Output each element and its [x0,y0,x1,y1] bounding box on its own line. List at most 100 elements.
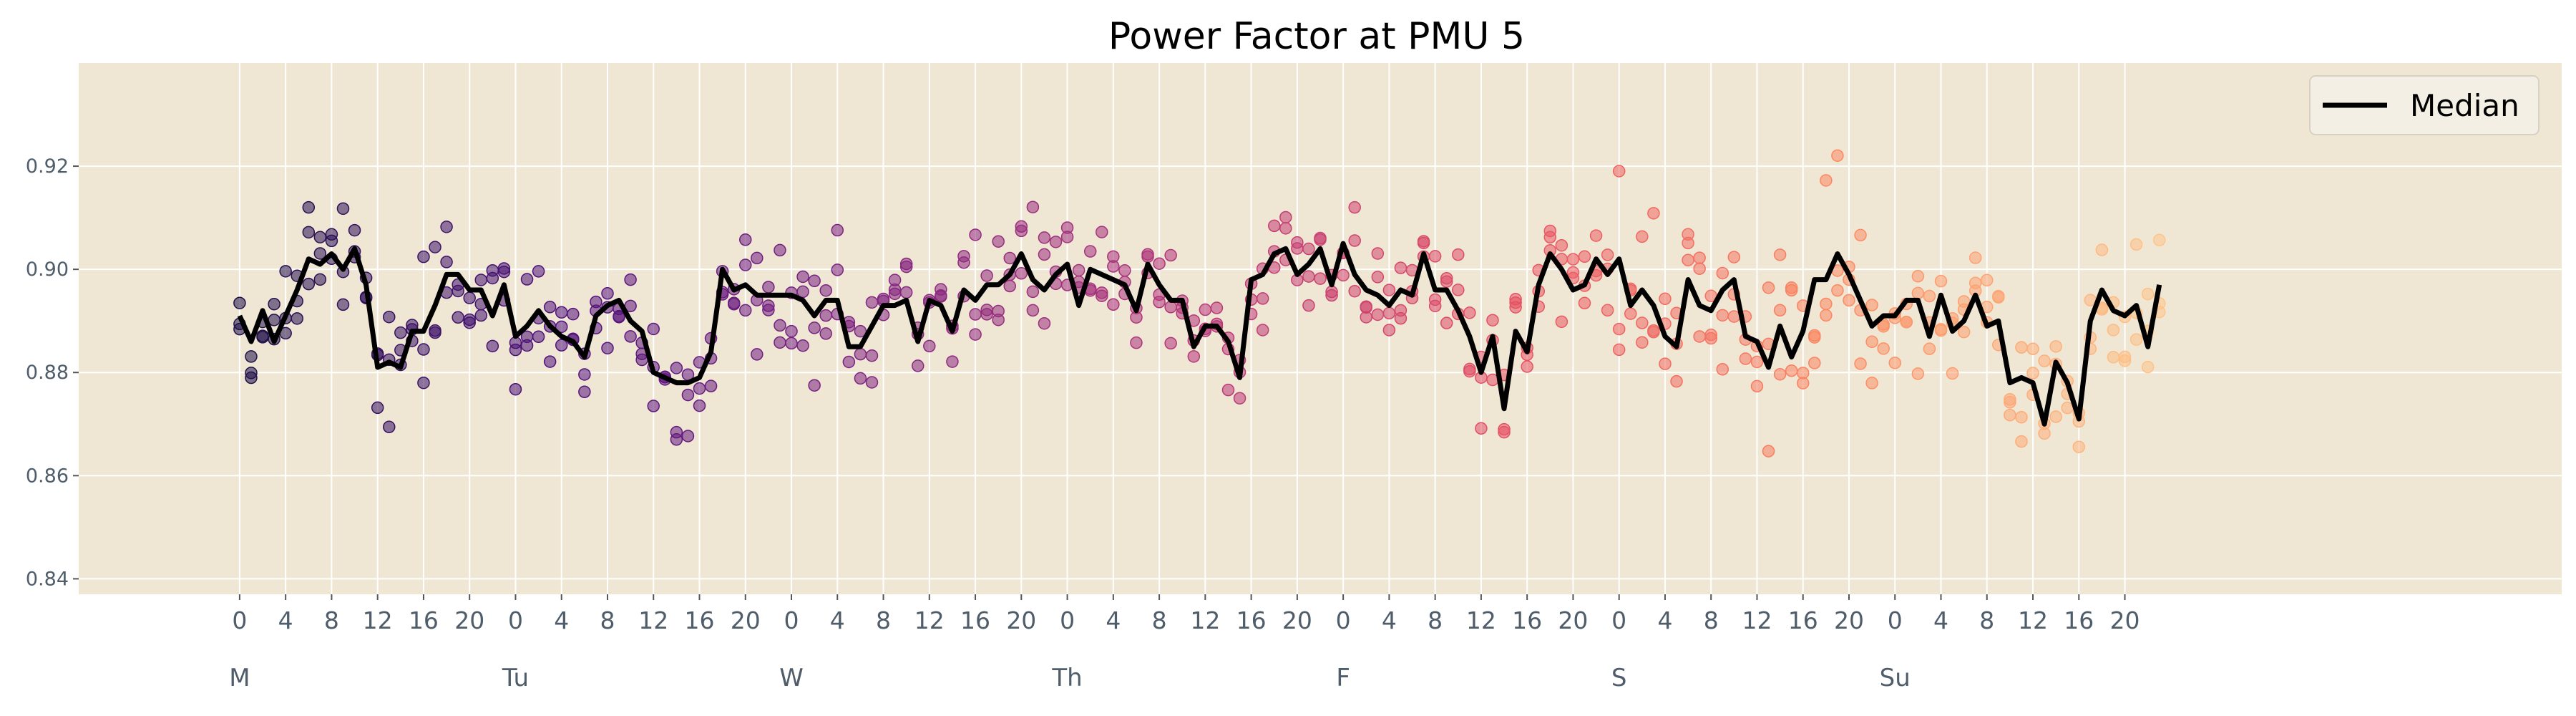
scatter-point [1636,316,1649,329]
scatter-point [1785,281,1798,294]
scatter-point [785,337,798,350]
scatter-point [2141,360,2155,374]
scatter-point [2152,233,2166,247]
scatter-point [1130,336,1143,349]
scatter-point [1452,248,1465,261]
scatter-point [1210,301,1224,314]
scatter-point [245,367,258,379]
scatter-point [739,304,752,317]
scatter-point [268,297,280,311]
scatter-point [808,379,821,392]
scatter-point [1060,231,1074,243]
scatter-point [1716,363,1729,376]
x-tick-label: 16 [2064,606,2094,634]
x-tick-label: 12 [363,606,393,634]
scatter-point [808,274,821,288]
x-tick-label: 16 [960,606,990,634]
scatter-point [624,330,637,343]
scatter-point [1463,306,1476,319]
scatter-point [739,258,752,271]
scatter-point [2118,354,2132,367]
scatter-point [1337,268,1350,282]
scatter-point [1854,228,1867,242]
scatter-point [1659,357,1672,370]
scatter-point [440,256,453,268]
x-tick-label: 0 [1888,606,1903,634]
scatter-point [1026,304,1040,317]
scatter-point [992,235,1005,248]
scatter-point [1934,274,1948,288]
scatter-point [2107,351,2120,364]
scatter-point [1555,315,1568,329]
scatter-point [1015,224,1028,238]
scatter-point [1279,222,1292,235]
scatter-point [1854,357,1867,370]
scatter-point [762,304,775,316]
day-label: Su [1880,664,1911,692]
y-tick-label: 0.92 [26,155,69,178]
scatter-point [543,301,557,314]
x-tick-label: 16 [1236,606,1267,634]
scatter-point [1509,301,1522,314]
scatter-point [693,399,706,412]
scatter-point [348,223,361,237]
scatter-point [1911,367,1925,380]
scatter-point [647,322,660,336]
x-tick-label: 20 [1006,606,1036,634]
scatter-point [2129,333,2143,346]
scatter-point [1911,286,1925,300]
scatter-point [1302,299,1315,312]
scatter-point [2015,410,2028,424]
scatter-point [486,339,499,353]
x-tick-label: 4 [1382,606,1397,634]
scatter-point [256,329,269,342]
scatter-point [647,400,660,412]
chart-title: Power Factor at PMU 5 [1108,15,1525,58]
scatter-point [1417,235,1430,248]
scatter-point [796,270,809,284]
scatter-point [1750,355,1764,369]
legend-box [2309,75,2540,135]
y-tick-label: 0.84 [26,568,69,590]
plot-area [79,63,2562,594]
scatter-point [2095,243,2109,256]
scatter-point [1727,310,1741,323]
scatter-point [1187,350,1201,363]
scatter-point [774,336,786,349]
scatter-point [1233,392,1246,405]
x-tick-label: 12 [914,606,945,634]
scatter-point [635,353,648,367]
scatter-point [1360,311,1373,324]
x-tick-label: 16 [685,606,715,634]
x-tick-label: 20 [454,606,484,634]
scatter-point [590,295,602,309]
scatter-point [302,277,316,291]
scatter-point [1348,200,1361,214]
scatter-point [1636,336,1649,349]
scatter-point [1498,425,1511,439]
scatter-point [1808,357,1821,369]
x-tick-label: 0 [1336,606,1351,634]
scatter-point [1704,332,1717,345]
scatter-point [704,379,718,392]
scatter-point [1291,236,1304,249]
x-tick-label: 8 [324,606,339,634]
scatter-point [1463,364,1476,378]
scatter-point [1348,284,1361,298]
scatter-point [1221,383,1235,397]
scatter-point [383,310,396,324]
scatter-point [1026,200,1040,213]
x-tick-label: 12 [1466,606,1496,634]
scatter-point [1267,219,1281,233]
scatter-point [1199,303,1212,316]
scatter-point [497,262,511,275]
scatter-point [819,309,832,322]
scatter-point [1957,325,1971,339]
y-axis: 0.84 0.86 0.88 0.90 0.92 [26,155,79,590]
scatter-point [1107,298,1120,311]
scatter-point [555,339,568,352]
scatter-point [1543,231,1557,244]
scatter-point [1428,250,1442,263]
scatter-point [325,228,338,241]
scatter-point [429,326,441,339]
